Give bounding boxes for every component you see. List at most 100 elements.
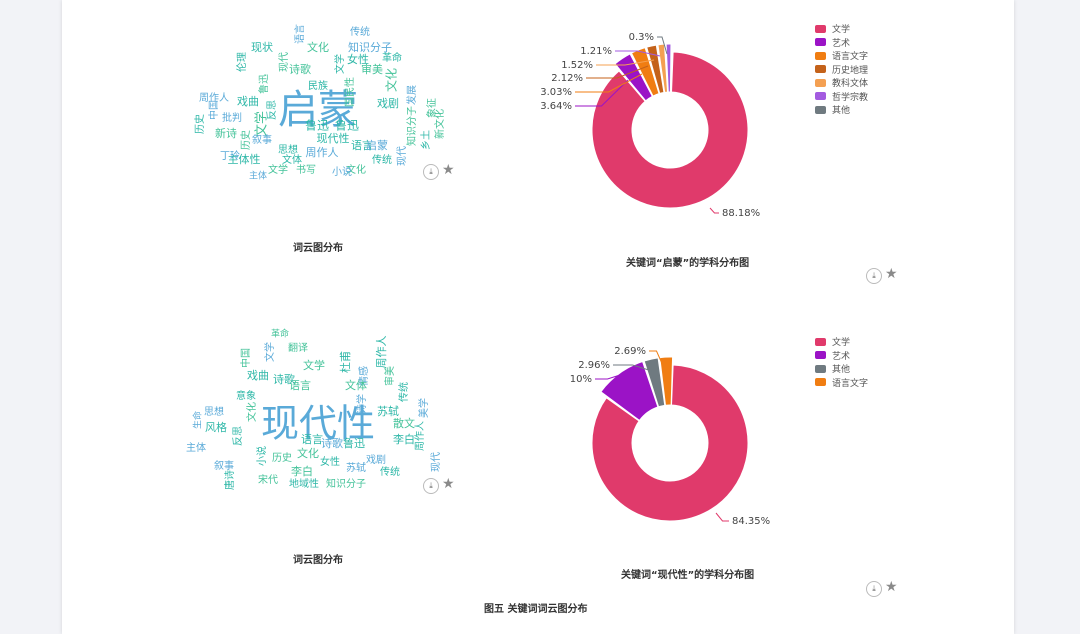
word-cloud-word: 文体 [345,378,367,392]
legend-label: 语言文字 [832,378,869,389]
word-cloud-word: 文化 [346,163,366,176]
word-cloud-word: 美学 [417,398,430,418]
word-cloud-word: 历史 [240,130,252,150]
star-icon[interactable]: ★ [442,162,455,178]
word-cloud-word: 文化 [297,446,319,460]
pie-slice-5[interactable] [665,43,672,93]
legend-item[interactable]: 艺术 [815,349,868,363]
word-cloud-word: 鲁迅 [305,119,329,133]
word-cloud-word: 鲁迅 [257,74,270,94]
word-cloud-word: 戏剧 [377,97,399,110]
pie-slice-0[interactable] [591,364,749,522]
word-cloud-word: 丁玲 [220,150,240,162]
word-cloud-word: 革命 [271,328,289,340]
word-cloud-word: 苏轼 [377,404,399,418]
word-cloud-word: 文学 [263,342,276,362]
legend-item[interactable]: 语言文字 [815,49,868,63]
word-cloud-word: 文化 [384,68,399,92]
legend-item[interactable]: 文学 [815,22,868,36]
pie-slice-1[interactable] [614,53,653,102]
star-icon[interactable]: ★ [442,476,455,492]
word-cloud-word: 新诗 [215,126,237,140]
word-cloud-word: 中国 [207,100,220,120]
legend-label: 历史地理 [832,65,869,76]
word-cloud-word: 鲁迅 [335,119,359,133]
word-cloud-word: 语言 [289,379,311,392]
word-cloud-word: 文学 [268,163,288,176]
word-cloud-word: 革命 [382,51,402,64]
star-icon[interactable]: ★ [885,266,898,282]
word-cloud-word: 现代 [278,52,290,72]
word-cloud-word: 李白 [393,432,415,446]
word-cloud-word: 现代 [396,146,408,166]
pie-slice-1[interactable] [600,360,659,422]
pie-data-label: 10% [570,374,592,385]
word-cloud-word: 主体 [249,170,267,182]
word-cloud-word: 象征 [426,98,438,118]
word-cloud-word: 周作人 [414,421,426,451]
word-cloud-word: 主体性 [228,152,261,166]
legend-item[interactable]: 语言文字 [815,376,868,390]
legend-label: 文学 [832,338,851,349]
legend-item[interactable]: 哲学宗教 [815,90,868,104]
word-cloud-word: 启蒙 [278,87,358,133]
pie-data-label: 1.21% [580,46,612,57]
word-cloud-word: 小说 [255,446,268,466]
star-icon[interactable]: ★ [885,579,898,595]
pie-data-label: 3.03% [540,87,572,98]
word-cloud-word: 戏剧 [366,454,386,466]
word-cloud-word: 现代性 [261,402,375,446]
pie-label-line [586,65,649,79]
legend-item[interactable]: 教科文体 [815,76,868,90]
download-icon[interactable]: ⤓ [866,581,882,597]
document-page [62,0,1014,634]
word-cloud-word: 乡土 [419,130,432,150]
pie-slice-6[interactable] [670,43,674,93]
legend-item[interactable]: 其他 [815,362,868,376]
pie-label-line [649,350,665,369]
pie-label-line [715,512,729,522]
legend-swatch [815,337,826,346]
legend-label: 哲学宗教 [832,92,869,103]
download-icon[interactable]: ⤓ [866,268,882,284]
word-cloud-word: 文学 [254,111,270,137]
donut-chart-canvas: 84.35% 10% 2.96% 2.69% [570,346,770,527]
pie-slice-4[interactable] [657,43,669,93]
pie-data-label: 1.52% [561,60,593,71]
word-cloud-word: 文化 [245,402,258,422]
word-cloud-word: 知识分子 [348,40,392,54]
legend-item[interactable]: 艺术 [815,36,868,50]
word-cloud-word: 民族 [308,79,328,92]
legend-label: 教科文体 [832,79,869,90]
donut-chart-xiandaixing: 84.35% 10% 2.96% 2.69% [530,333,810,543]
legend-item[interactable]: 历史地理 [815,63,868,77]
download-icon[interactable]: ⤓ [423,478,439,494]
pie-slice-0[interactable] [591,51,749,209]
chart-title: 关键词“现代性”的学科分布图 [621,570,755,581]
legend-item[interactable]: 其他 [815,103,868,117]
word-cloud-word: 诗歌 [289,62,311,76]
word-cloud-word: 批判 [222,111,242,124]
word-cloud-word: 女性 [320,455,340,468]
legend-item[interactable]: 文学 [815,335,868,349]
word-cloud-word: 文学 [303,358,325,372]
pie-slice-3[interactable] [659,356,674,406]
pie-slice-3[interactable] [646,44,665,95]
word-cloud-word: 知识分子 [405,106,418,146]
word-cloud-word: 发展 [405,85,418,105]
pie-data-label: 2.69% [614,346,646,357]
word-cloud-qimeng: 启蒙 文学 鲁迅 鲁迅 现代性 周作人 文化 知识分子 现状 传统 女性 审美 戏曲 诗歌 新诗 主体性 文化发… [180,10,460,190]
pie-data-label: 2.12% [551,73,583,84]
legend-swatch [815,51,826,60]
pie-data-label: 3.64% [540,101,572,112]
legend-label: 文学 [832,25,851,36]
word-cloud-word: 知识分子 [326,477,366,490]
word-cloud-word: 周作人 [375,336,388,369]
word-cloud-word: 叙事 [214,459,234,472]
word-cloud-word: 伦理 [235,52,248,72]
legend-swatch [815,105,826,114]
word-cloud-word: 中国 [239,348,252,368]
pie-data-label: 84.35% [732,516,770,527]
download-icon[interactable]: ⤓ [423,164,439,180]
